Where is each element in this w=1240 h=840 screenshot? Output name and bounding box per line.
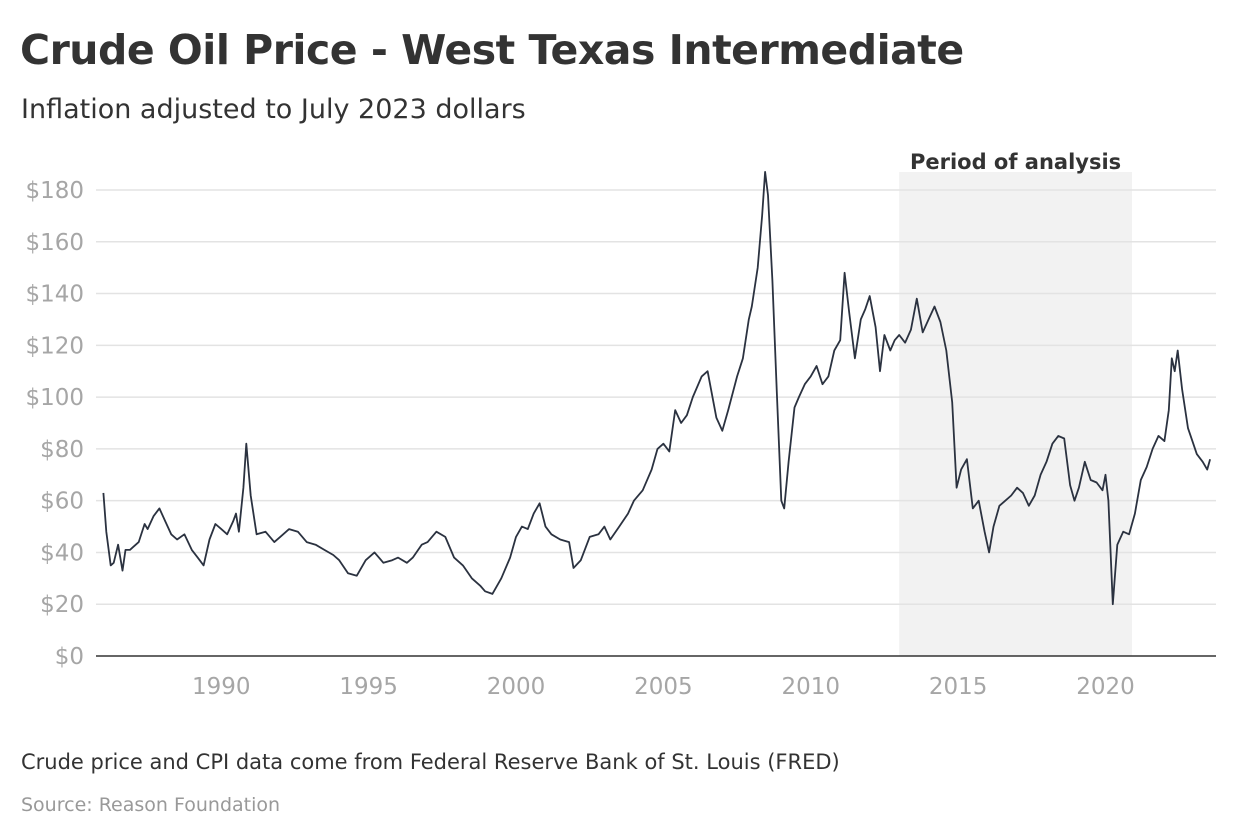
y-tick-label: $0 bbox=[55, 644, 84, 670]
series-layer bbox=[102, 171, 1211, 606]
line-chart: Period of analysis $0 $20 $40 $60 $80 $100 $12… bbox=[25, 150, 1216, 700]
y-tick-label: $60 bbox=[40, 489, 84, 515]
x-tick-label: 1995 bbox=[339, 674, 398, 700]
y-tick-label: $180 bbox=[25, 178, 84, 204]
chart-title: Crude Oil Price - West Texas Intermediat… bbox=[20, 26, 964, 74]
x-tick-label: 2015 bbox=[929, 674, 988, 700]
analysis-period-shade bbox=[899, 172, 1132, 656]
y-tick-label: $40 bbox=[40, 540, 84, 566]
y-tick-label: $20 bbox=[40, 592, 84, 618]
y-tick-label: $100 bbox=[25, 385, 84, 411]
y-axis-ticks: $0 $20 $40 $60 $80 $100 $120 $140 $160 $180 bbox=[25, 178, 84, 670]
x-tick-label: 2010 bbox=[781, 674, 840, 700]
x-tick-label: 2020 bbox=[1076, 674, 1135, 700]
chart-subtitle: Inflation adjusted to July 2023 dollars bbox=[21, 94, 526, 125]
series-line bbox=[102, 171, 1211, 606]
x-axis-ticks: 1990 1995 2000 2005 2010 2015 2020 bbox=[192, 674, 1135, 700]
y-tick-label: $140 bbox=[25, 282, 84, 308]
data-note: Crude price and CPI data come from Feder… bbox=[21, 750, 840, 774]
analysis-period-label: Period of analysis bbox=[910, 150, 1121, 174]
x-tick-label: 1990 bbox=[192, 674, 251, 700]
x-tick-label: 2005 bbox=[634, 674, 693, 700]
y-tick-label: $160 bbox=[25, 230, 84, 256]
y-tick-label: $80 bbox=[40, 437, 84, 463]
gridlines bbox=[96, 189, 1216, 605]
y-tick-label: $120 bbox=[25, 333, 84, 359]
x-tick-label: 2000 bbox=[487, 674, 546, 700]
source-credit: Source: Reason Foundation bbox=[21, 794, 281, 816]
